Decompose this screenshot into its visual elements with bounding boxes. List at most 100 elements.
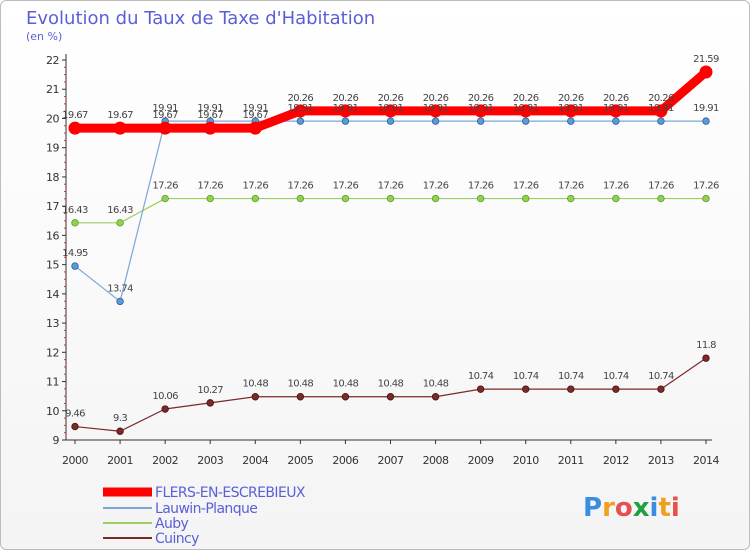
x-tick-label: 2013 [648,454,674,467]
legend-label: Auby [155,516,189,532]
y-tick-label: 11 [46,376,59,389]
data-label: 10.74 [558,371,584,382]
data-label: 20.26 [333,93,359,104]
data-point [519,104,533,118]
data-point [567,194,575,203]
chart-subtitle: (en %) [26,30,62,43]
data-point [657,385,665,393]
data-point [612,385,620,393]
data-point [251,393,259,401]
data-label: 17.26 [378,181,404,192]
legend-label: Cuincy [155,531,199,547]
data-label: 20.26 [513,93,539,104]
x-tick-label: 2000 [62,454,88,467]
data-label: 20.26 [378,93,404,104]
x-tick-label: 2002 [152,454,178,467]
data-label: 10.74 [468,371,494,382]
data-label: 17.26 [197,181,223,192]
data-point [386,393,395,401]
data-point [68,121,82,135]
y-tick-label: 17 [46,200,59,213]
data-point [431,393,440,401]
data-label: 14.95 [62,248,88,259]
data-point [699,65,713,79]
y-tick-label: 16 [46,229,59,242]
x-tick-label: 2005 [287,454,313,467]
data-label: 10.48 [242,379,268,390]
x-tick-label: 2014 [693,454,719,467]
data-label: 17.26 [152,181,178,192]
data-label: 19.91 [152,103,178,114]
data-label: 16.43 [62,205,88,216]
logo-letter: i [671,493,680,523]
logo-letter: r [602,493,615,523]
data-label: 19.91 [423,103,449,114]
data-label: 19.67 [242,110,268,121]
data-label: 17.26 [693,181,719,192]
logo-letter: i [650,493,659,523]
data-point [612,194,620,203]
x-tick-label: 2008 [423,454,449,467]
legend-label: FLERS-EN-ESCREBIEUX [155,485,306,501]
data-label: 10.48 [288,379,314,390]
y-tick-label: 15 [46,259,59,272]
data-point [702,354,710,362]
data-label: 20.26 [423,93,449,104]
data-point [522,194,530,203]
data-label: 19.67 [62,110,88,121]
logo-letter: t [658,493,670,523]
data-label: 19.91 [288,103,314,114]
data-point [431,117,440,125]
y-tick-label: 18 [46,171,59,184]
data-point [609,104,623,118]
data-label: 10.48 [423,379,449,390]
data-label: 19.91 [513,103,539,114]
data-point [386,194,395,203]
data-point [206,194,214,203]
data-label: 17.26 [603,181,629,192]
logo-letter: o [615,493,633,523]
data-point [384,104,397,118]
data-label: 19.91 [378,103,404,114]
data-point [161,194,169,203]
data-point [567,385,575,393]
y-tick-label: 19 [46,142,59,155]
data-point [564,104,578,118]
data-label: 10.74 [513,371,539,382]
data-label: 19.67 [197,110,223,121]
data-label: 9.3 [113,413,127,424]
data-point [71,422,79,431]
data-label: 19.91 [468,103,494,114]
data-point [429,104,443,118]
y-tick-label: 12 [46,346,59,359]
data-point [116,427,124,435]
data-point [341,117,350,125]
y-tick-label: 20 [46,112,59,125]
data-label: 20.26 [468,93,494,104]
data-point [71,219,79,227]
data-point [522,385,530,393]
data-label: 10.74 [603,371,629,382]
data-labels-layer: 19.67 19.67 19.67 19.67 19.67 20.26 20.26 20.26… [62,54,719,424]
data-label: 19.91 [242,103,268,114]
data-point [702,117,710,125]
data-label: 20.26 [558,93,584,104]
data-point [612,117,620,125]
data-label: 17.26 [242,181,268,192]
data-point [206,399,214,407]
legend: FLERS-EN-ESCREBIEUXLauwin-PlanqueAubyCui… [103,485,306,547]
data-point [341,393,350,401]
data-point [476,194,485,203]
data-label: 17.26 [513,181,539,192]
data-point [657,194,665,203]
data-label: 19.91 [693,103,719,114]
axes: 9 10 11 12 13 14 15 16 17 18 19 20 21 22 2000 2001 2002 2… [46,54,720,467]
data-point [203,121,217,135]
data-point [71,262,79,270]
data-point [657,117,665,125]
data-point [296,393,305,401]
series-line-1 [74,120,707,303]
data-label: 9.46 [65,409,85,420]
data-label: 17.26 [468,181,494,192]
